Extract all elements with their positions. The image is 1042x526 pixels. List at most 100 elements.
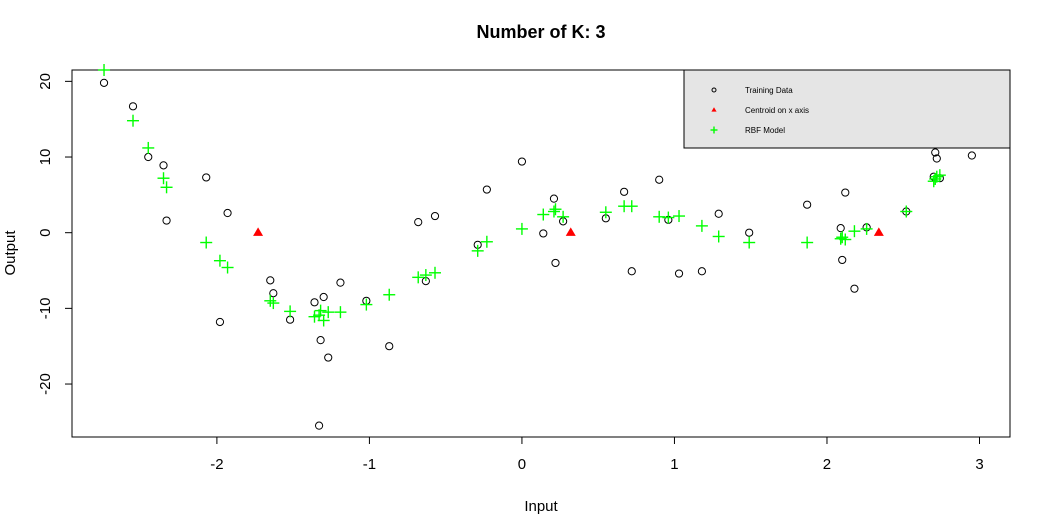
training-data-point [620, 187, 629, 196]
rbf-model-point [221, 261, 234, 274]
training-data-point [162, 216, 171, 225]
centroid-marker [565, 227, 576, 236]
training-data-point [414, 217, 423, 227]
rbf-model-point [160, 181, 173, 194]
rbf-model-point [860, 222, 873, 235]
rbf-model-point [599, 206, 612, 219]
training-data-point [850, 284, 859, 293]
rbf-model-point [839, 233, 852, 246]
rbf-model-point [322, 306, 335, 319]
y-tick-label: 0 [37, 229, 54, 237]
training-data-point [967, 151, 976, 160]
rbf-model-point [471, 244, 484, 257]
rbf-model-point [98, 64, 111, 76]
rbf-model-point [127, 114, 140, 127]
rbf-model-point [200, 236, 213, 249]
rbf-model-point [213, 254, 226, 267]
rbf-model-point [673, 210, 686, 223]
rbf-model-point [930, 170, 943, 183]
legend-label: RBF Model [745, 126, 785, 135]
rbf-model-point [412, 271, 425, 284]
training-data-point [551, 258, 560, 268]
training-data-point [627, 267, 636, 276]
legend-label: Training Data [745, 86, 793, 95]
rbf-model-point [695, 219, 708, 232]
rbf-model-point [383, 288, 396, 301]
training-data-point [266, 276, 275, 285]
x-axis-label: Input [524, 498, 558, 515]
training-data-point [314, 421, 324, 430]
plot-frame [71, 69, 1011, 438]
data-points [98, 64, 976, 430]
training-data-point [836, 224, 845, 233]
rbf-model-point [515, 222, 528, 235]
training-data-point [202, 173, 211, 182]
rbf-model-point [933, 169, 946, 182]
rbf-model-point [625, 200, 638, 213]
rbf-model-point [264, 294, 277, 307]
rbf-model-point [419, 269, 432, 282]
rbf-model-point [900, 205, 913, 218]
training-data-point [745, 228, 754, 237]
y-tick-label: -10 [37, 298, 54, 320]
rbf-model-point [547, 205, 560, 218]
x-tick-label: 1 [670, 456, 678, 473]
training-data-point [714, 209, 723, 218]
training-data-point [128, 102, 138, 111]
rbf-model-point [801, 236, 814, 249]
training-data-point [316, 336, 325, 345]
training-data-point [482, 185, 491, 194]
legend-training-data-point [711, 87, 717, 93]
training-data-point [430, 211, 440, 221]
y-tick-label: 10 [37, 149, 54, 166]
rbf-model-point [142, 141, 155, 154]
training-data-point [932, 154, 941, 163]
rbf-model-point [653, 210, 666, 223]
training-data-point [655, 175, 664, 184]
rbf-model-point [284, 305, 297, 318]
training-data-point [803, 200, 812, 209]
training-data-point [99, 78, 109, 87]
training-data-point [336, 278, 345, 287]
centroid-marker [873, 227, 884, 236]
training-data-point [549, 194, 559, 203]
y-tick-label: -20 [37, 373, 54, 395]
training-data-point [215, 317, 225, 327]
training-data-point [159, 161, 168, 170]
training-data-point [838, 255, 847, 265]
rbf-model-point [836, 231, 849, 244]
chart-title: Number of K: 3 [476, 22, 605, 42]
rbf-model-point [480, 235, 493, 248]
training-data-point [517, 157, 527, 166]
x-tick-label: 3 [975, 456, 983, 473]
rbf-model-point [317, 314, 330, 327]
training-data-point [385, 342, 394, 351]
x-tick-label: -1 [363, 456, 376, 473]
legend-box [683, 69, 1011, 149]
training-data-point [931, 148, 940, 157]
rbf-model-point [848, 225, 861, 238]
rbf-model-point [314, 304, 327, 317]
training-data-point [324, 353, 333, 362]
x-tick-label: 0 [518, 456, 526, 473]
training-data-point [144, 152, 153, 162]
rbf-model-point [428, 266, 441, 279]
centroid-marker [253, 227, 264, 236]
rbf-model-point [712, 230, 725, 243]
rbf-model-point [549, 203, 562, 216]
rbf-model-point [743, 236, 756, 249]
rbf-model-point [267, 297, 280, 310]
rbf-model-point [334, 306, 347, 319]
y-tick-label: 20 [37, 73, 54, 90]
training-data-point [223, 208, 232, 218]
x-tick-label: -2 [210, 456, 223, 473]
y-axis-label: Output [2, 230, 19, 276]
training-data-point [674, 269, 684, 278]
rbf-model-point [557, 210, 570, 223]
legend-centroid-marker [711, 107, 717, 112]
rbf-model-point [537, 208, 550, 221]
training-data-point [539, 229, 548, 238]
rbf-model-point [157, 172, 170, 185]
